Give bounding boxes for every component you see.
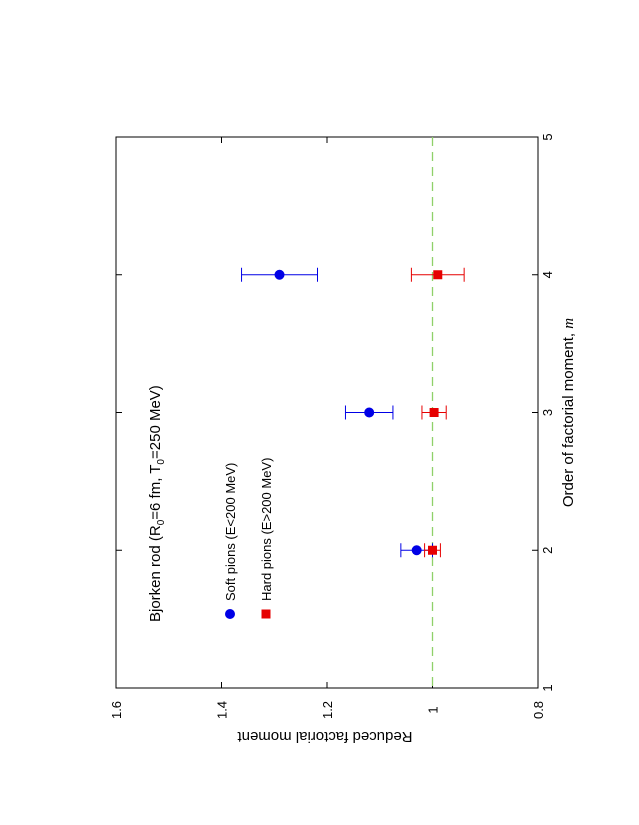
annotation-prefix: Bjorken rod (R [147,525,164,622]
data-point-hard [429,408,439,417]
data-point-hard [433,270,443,280]
y-tick-label: 1.6 [109,701,124,719]
legend-label-soft: Soft pions (E<200 MeV) [223,463,238,601]
x-axis-label-var: m [561,318,577,329]
annotation-sub2: 0 [156,459,167,465]
y-tick-label: 1 [426,706,441,713]
annotation-suffix: =250 MeV) [147,385,164,459]
y-axis-label: Reduced factorial moment [237,728,413,745]
chart-annotation: Bjorken rod (R0=6 fm, T0=250 MeV) [147,385,167,622]
legend-marker-hard [261,609,271,619]
x-tick-label: 4 [540,271,555,278]
data-point-soft [274,269,285,280]
legend-marker-soft [225,609,235,619]
annotation-sub1: 0 [156,519,167,525]
x-tick-label: 1 [540,684,555,691]
data-points [241,267,465,558]
legend: Soft pions (E<200 MeV) Hard pions (E>200… [223,458,274,619]
x-tick-label: 2 [540,547,555,554]
data-point-hard [428,545,437,555]
data-point-soft [364,407,375,418]
x-axis-label: Order of factorial moment, m [560,318,577,507]
x-axis-label-text: Order of factorial moment, [560,329,577,507]
y-tick-label: 1.2 [320,701,335,719]
x-tick-label: 5 [540,133,555,140]
tick-marks [115,136,539,689]
x-tick-label: 3 [540,409,555,416]
annotation-mid: =6 fm, T [147,465,164,520]
data-point-soft [411,545,422,556]
legend-label-hard: Hard pions (E>200 MeV) [259,458,274,601]
y-tick-label: 0.8 [531,701,546,719]
plot-frame [115,136,539,689]
y-tick-label: 1.4 [215,701,230,719]
